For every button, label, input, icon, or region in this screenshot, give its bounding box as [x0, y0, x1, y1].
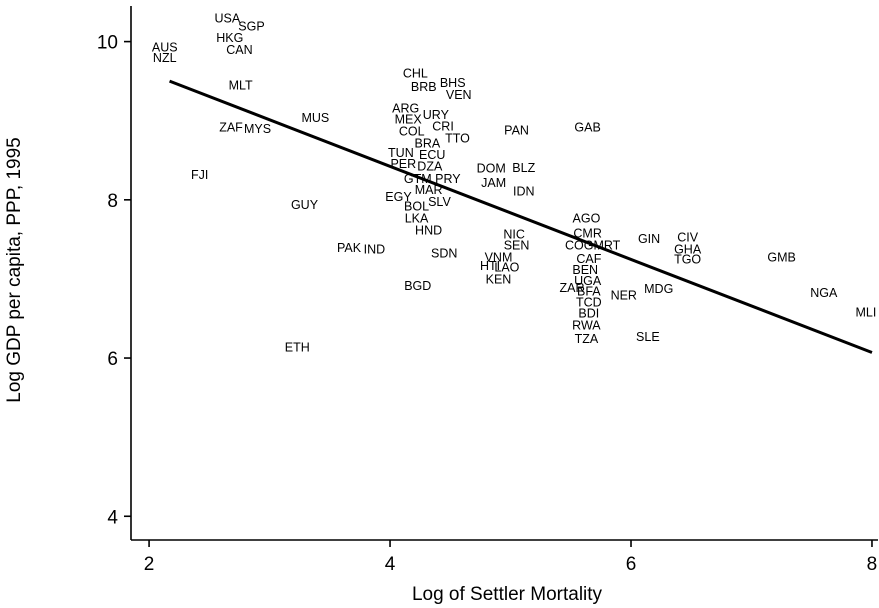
data-point-uga: UGA — [574, 274, 602, 288]
data-point-cri: CRI — [432, 120, 454, 134]
data-point-slv: SLV — [428, 195, 451, 209]
data-point-mrt: MRT — [593, 238, 620, 252]
data-point-zaf: ZAF — [219, 121, 243, 135]
data-point-guy: GUY — [291, 198, 319, 212]
data-point-gha: GHA — [674, 242, 702, 256]
data-point-zar: ZAR — [559, 281, 584, 295]
data-point-ben: BEN — [572, 263, 598, 277]
data-point-sen: SEN — [504, 238, 530, 252]
data-point-blz: BLZ — [512, 161, 535, 175]
data-point-caf: CAF — [576, 252, 601, 266]
data-point-egy: EGY — [385, 190, 412, 204]
y-tick-label: 6 — [107, 349, 118, 370]
data-point-bgd: BGD — [404, 279, 431, 293]
data-point-bhs: BHS — [440, 76, 466, 90]
data-point-cmr: CMR — [573, 227, 601, 241]
data-point-tcd: TCD — [576, 295, 602, 309]
data-point-nzl: NZL — [153, 51, 177, 65]
data-point-pak: PAK — [337, 241, 362, 255]
x-tick-label: 8 — [867, 554, 878, 575]
data-point-fji: FJI — [191, 168, 208, 182]
data-point-bra: BRA — [415, 136, 441, 150]
data-point-tun: TUN — [388, 146, 414, 160]
data-point-dom: DOM — [477, 162, 506, 176]
data-point-rwa: RWA — [572, 318, 601, 332]
data-point-brb: BRB — [411, 80, 437, 94]
data-point-bfa: BFA — [577, 284, 601, 298]
data-point-hnd: HND — [415, 223, 442, 237]
data-point-ind: IND — [364, 242, 386, 256]
data-point-ecu: ECU — [419, 148, 445, 162]
data-point-gmb: GMB — [767, 250, 795, 264]
data-point-civ: CIV — [677, 231, 699, 245]
y-tick-label: 8 — [107, 191, 118, 212]
data-point-chl: CHL — [403, 67, 428, 81]
data-point-bol: BOL — [404, 200, 429, 214]
data-point-col: COL — [399, 124, 425, 138]
data-point-sgp: SGP — [238, 19, 264, 33]
x-ticks: 2 4 6 8 — [144, 540, 877, 575]
data-point-ken: KEN — [486, 272, 512, 286]
data-point-pan: PAN — [504, 124, 529, 138]
data-point-tza: TZA — [575, 332, 599, 346]
data-point-ven: VEN — [446, 88, 472, 102]
data-point-dza: DZA — [417, 159, 443, 173]
data-point-gin: GIN — [638, 232, 660, 246]
data-point-ury: URY — [423, 108, 450, 122]
data-point-tto: TTO — [445, 132, 470, 146]
data-point-ner: NER — [611, 288, 637, 302]
x-tick-label: 2 — [144, 554, 155, 575]
fitted-regression-line — [169, 79, 873, 354]
data-point-mar: MAR — [415, 183, 443, 197]
data-point-mus: MUS — [301, 111, 329, 125]
data-point-can: CAN — [226, 43, 252, 57]
data-point-mdg: MDG — [644, 282, 673, 296]
data-point-lka: LKA — [405, 212, 429, 226]
data-point-pry: PRY — [435, 172, 461, 186]
data-point-nga: NGA — [810, 286, 838, 300]
data-point-usa: USA — [215, 11, 241, 25]
data-point-mlt: MLT — [229, 79, 253, 93]
data-point-ago: AGO — [573, 212, 601, 226]
y-axis-title: Log GDP per capita, PPP, 1995 — [4, 137, 25, 402]
data-point-mex: MEX — [395, 113, 423, 127]
data-point-tgo: TGO — [674, 253, 701, 267]
data-point-vnm: VNM — [485, 250, 513, 264]
data-point-gab: GAB — [574, 121, 600, 135]
data-point-per: PER — [390, 157, 416, 171]
data-point-arg: ARG — [392, 102, 419, 116]
y-tick-label: 4 — [107, 507, 118, 528]
data-point-idn: IDN — [513, 185, 535, 199]
data-point-cog: COG — [565, 238, 593, 252]
data-point-hkg: HKG — [216, 31, 243, 45]
data-point-hti: HTI — [480, 259, 500, 273]
y-tick-label: 10 — [97, 33, 118, 54]
data-point-mli: MLI — [856, 306, 877, 320]
data-point-jam: JAM — [481, 176, 506, 190]
data-point-mys: MYS — [244, 122, 271, 136]
data-point-nic: NIC — [503, 227, 525, 241]
data-point-sle: SLE — [636, 330, 660, 344]
data-point-lao: LAO — [494, 261, 519, 275]
data-point-eth: ETH — [285, 340, 310, 354]
x-tick-label: 4 — [385, 554, 396, 575]
x-tick-label: 6 — [626, 554, 637, 575]
y-ticks: 4 6 8 10 — [97, 33, 131, 528]
data-point-sdn: SDN — [431, 246, 457, 260]
data-point-gtm: GTM — [404, 172, 432, 186]
data-point-bdi: BDI — [578, 306, 599, 320]
data-point-aus: AUS — [152, 41, 178, 55]
x-axis-title: Log of Settler Mortality — [412, 584, 603, 605]
